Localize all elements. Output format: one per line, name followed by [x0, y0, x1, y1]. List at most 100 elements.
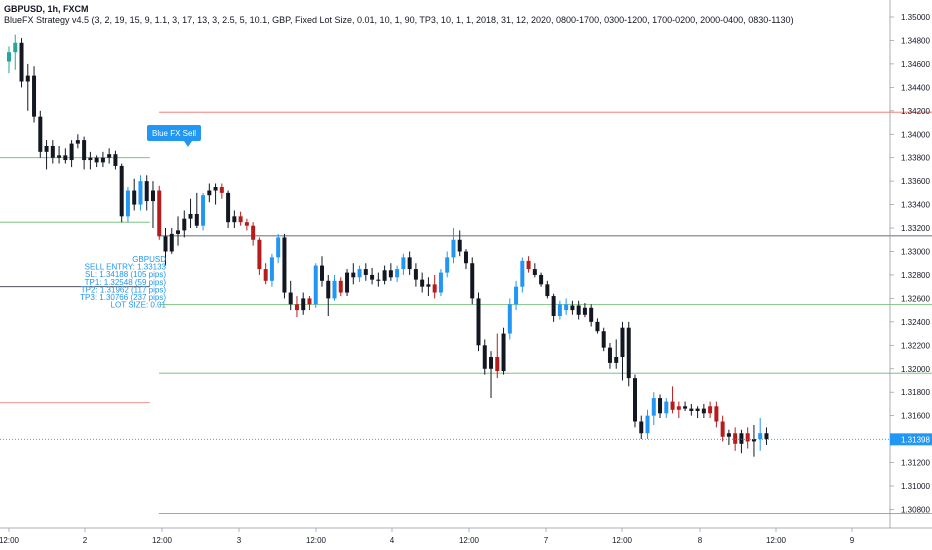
candle-body[interactable]: [708, 406, 713, 414]
candle-body[interactable]: [557, 304, 562, 316]
candle-body[interactable]: [726, 433, 731, 437]
candle-body[interactable]: [401, 257, 406, 270]
candle-body[interactable]: [176, 230, 181, 234]
candle-body[interactable]: [182, 218, 187, 231]
candle-body[interactable]: [420, 279, 425, 287]
candle-body[interactable]: [57, 155, 62, 158]
candle-body[interactable]: [13, 42, 18, 53]
candle-body[interactable]: [370, 274, 375, 280]
candle-body[interactable]: [69, 143, 74, 161]
candle-body[interactable]: [595, 321, 600, 332]
candle-body[interactable]: [194, 213, 199, 226]
candle-body[interactable]: [739, 433, 744, 444]
candle-body[interactable]: [589, 307, 594, 322]
candle-body[interactable]: [388, 270, 393, 278]
candle-body[interactable]: [213, 187, 218, 191]
candle-body[interactable]: [294, 304, 299, 311]
candle-body[interactable]: [382, 270, 387, 281]
candle-body[interactable]: [313, 265, 318, 305]
candle-body[interactable]: [476, 298, 481, 346]
candle-body[interactable]: [357, 269, 362, 278]
candle-body[interactable]: [733, 433, 738, 444]
candle-body[interactable]: [695, 408, 700, 411]
candle-body[interactable]: [32, 75, 37, 117]
candle-body[interactable]: [257, 239, 262, 270]
candle-body[interactable]: [269, 257, 274, 281]
candle-body[interactable]: [720, 421, 725, 437]
candle-body[interactable]: [50, 145, 55, 158]
candle-body[interactable]: [144, 181, 149, 202]
candle-body[interactable]: [495, 357, 500, 372]
sell-signal-box[interactable]: [147, 125, 201, 141]
candle-body[interactable]: [701, 408, 706, 414]
candle-body[interactable]: [764, 433, 769, 440]
candle-body[interactable]: [670, 401, 675, 410]
candle-body[interactable]: [689, 408, 694, 411]
candle-body[interactable]: [514, 286, 519, 305]
candle-body[interactable]: [676, 406, 681, 410]
candle-body[interactable]: [507, 304, 512, 334]
candle-body[interactable]: [132, 190, 137, 205]
candle-body[interactable]: [539, 274, 544, 285]
candle-body[interactable]: [44, 145, 49, 152]
candle-body[interactable]: [407, 257, 412, 270]
candle-body[interactable]: [169, 233, 174, 252]
candle-body[interactable]: [263, 269, 268, 281]
candle-body[interactable]: [758, 433, 763, 440]
candle-body[interactable]: [620, 327, 625, 358]
candle-body[interactable]: [326, 280, 331, 299]
candle-body[interactable]: [338, 280, 343, 293]
candle-body[interactable]: [658, 398, 663, 414]
candle-body[interactable]: [570, 305, 575, 311]
candle-body[interactable]: [438, 272, 443, 293]
candle-body[interactable]: [238, 216, 243, 223]
candle-body[interactable]: [94, 157, 99, 163]
candle-body[interactable]: [626, 327, 631, 379]
candle-body[interactable]: [7, 52, 11, 62]
candle-body[interactable]: [63, 155, 68, 161]
candle-body[interactable]: [639, 421, 644, 434]
candle-body[interactable]: [426, 284, 431, 287]
candle-body[interactable]: [157, 190, 162, 237]
candle-body[interactable]: [545, 284, 550, 297]
candle-body[interactable]: [232, 216, 237, 223]
candle-body[interactable]: [614, 357, 619, 363]
candle-body[interactable]: [501, 333, 506, 372]
candle-body[interactable]: [413, 269, 418, 280]
candle-body[interactable]: [564, 304, 569, 311]
candle-body[interactable]: [470, 263, 475, 299]
candle-body[interactable]: [345, 272, 350, 293]
candle-body[interactable]: [201, 195, 206, 226]
candle-body[interactable]: [683, 406, 688, 409]
candle-body[interactable]: [38, 116, 43, 152]
candle-body[interactable]: [226, 192, 231, 223]
candle-body[interactable]: [107, 154, 112, 158]
candle-body[interactable]: [138, 181, 143, 205]
candle-body[interactable]: [75, 140, 80, 144]
candle-body[interactable]: [244, 222, 249, 226]
candle-body[interactable]: [520, 260, 525, 287]
candle-body[interactable]: [451, 239, 456, 258]
candle-body[interactable]: [582, 307, 587, 315]
candle-body[interactable]: [601, 331, 606, 348]
candle-body[interactable]: [351, 272, 356, 278]
candle-body[interactable]: [645, 415, 650, 434]
candle-body[interactable]: [463, 251, 468, 264]
candle-body[interactable]: [664, 401, 669, 414]
candle-body[interactable]: [301, 298, 306, 311]
candle-body[interactable]: [251, 225, 256, 240]
candle-body[interactable]: [651, 398, 656, 416]
candle-body[interactable]: [25, 75, 30, 82]
candle-body[interactable]: [100, 157, 105, 163]
candle-body[interactable]: [19, 42, 24, 82]
candle-body[interactable]: [188, 213, 193, 219]
candle-body[interactable]: [633, 378, 637, 422]
candle-body[interactable]: [532, 269, 537, 275]
candle-body[interactable]: [457, 239, 462, 252]
candle-body[interactable]: [489, 357, 494, 369]
candle-body[interactable]: [219, 187, 224, 193]
candle-body[interactable]: [282, 237, 287, 293]
candle-body[interactable]: [607, 347, 612, 363]
candle-body[interactable]: [745, 433, 750, 442]
